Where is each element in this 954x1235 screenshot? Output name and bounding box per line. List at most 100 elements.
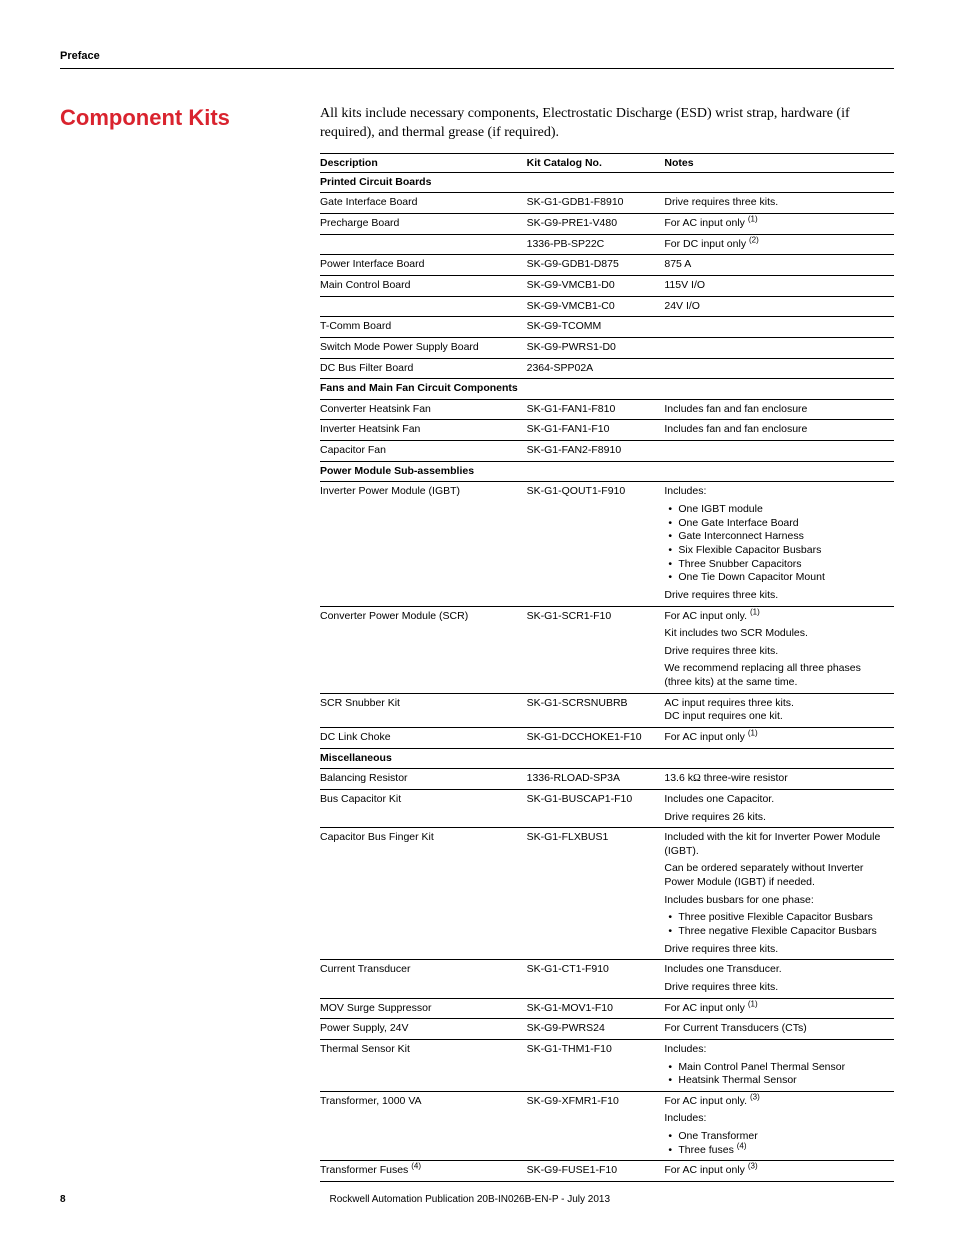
cell-notes: For Current Transducers (CTs) bbox=[664, 1019, 894, 1040]
table-section-header: Fans and Main Fan Circuit Components bbox=[320, 379, 894, 400]
cell-notes: For AC input only (1) bbox=[664, 214, 894, 235]
cell-notes: AC input requires three kits.DC input re… bbox=[664, 693, 894, 727]
table-section-header: Power Module Sub-assemblies bbox=[320, 461, 894, 482]
cell-notes: Drive requires three kits. bbox=[664, 193, 894, 214]
cell-description: Precharge Board bbox=[320, 214, 527, 235]
cell-description: Capacitor Fan bbox=[320, 441, 527, 462]
cell-catalog: 1336-RLOAD-SP3A bbox=[527, 769, 665, 790]
cell-notes: For AC input only (3) bbox=[664, 1161, 894, 1182]
table-row: Switch Mode Power Supply BoardSK-G9-PWRS… bbox=[320, 337, 894, 358]
cell-catalog: SK-G9-GDB1-D875 bbox=[527, 255, 665, 276]
table-row: MOV Surge SuppressorSK-G1-MOV1-F10For AC… bbox=[320, 998, 894, 1019]
table-row: Power Interface BoardSK-G9-GDB1-D875875 … bbox=[320, 255, 894, 276]
cell-notes bbox=[664, 441, 894, 462]
cell-catalog: SK-G1-QOUT1-F910 bbox=[527, 482, 665, 606]
cell-notes: 115V I/O bbox=[664, 275, 894, 296]
cell-catalog: SK-G1-CT1-F910 bbox=[527, 960, 665, 998]
cell-catalog: SK-G9-PWRS24 bbox=[527, 1019, 665, 1040]
cell-catalog: 2364-SPP02A bbox=[527, 358, 665, 379]
th-description: Description bbox=[320, 153, 527, 172]
cell-catalog: SK-G9-PWRS1-D0 bbox=[527, 337, 665, 358]
cell-description: MOV Surge Suppressor bbox=[320, 998, 527, 1019]
cell-description bbox=[320, 234, 527, 255]
cell-description: Switch Mode Power Supply Board bbox=[320, 337, 527, 358]
cell-catalog: SK-G1-SCR1-F10 bbox=[527, 606, 665, 693]
table-row: DC Link ChokeSK-G1-DCCHOKE1-F10For AC in… bbox=[320, 728, 894, 749]
table-row: Transformer Fuses (4)SK-G9-FUSE1-F10For … bbox=[320, 1161, 894, 1182]
cell-description: DC Bus Filter Board bbox=[320, 358, 527, 379]
cell-catalog: SK-G1-FAN1-F10 bbox=[527, 420, 665, 441]
cell-catalog: SK-G1-BUSCAP1-F10 bbox=[527, 789, 665, 827]
cell-catalog: SK-G1-SCRSNUBRB bbox=[527, 693, 665, 727]
cell-description: Inverter Power Module (IGBT) bbox=[320, 482, 527, 606]
cell-description: DC Link Choke bbox=[320, 728, 527, 749]
table-row: 1336-PB-SP22CFor DC input only (2) bbox=[320, 234, 894, 255]
table-row: Inverter Power Module (IGBT)SK-G1-QOUT1-… bbox=[320, 482, 894, 606]
publication-info: Rockwell Automation Publication 20B-IN02… bbox=[66, 1194, 874, 1205]
cell-catalog: SK-G1-THM1-F10 bbox=[527, 1039, 665, 1091]
cell-catalog: 1336-PB-SP22C bbox=[527, 234, 665, 255]
th-catalog: Kit Catalog No. bbox=[527, 153, 665, 172]
table-row: Gate Interface BoardSK-G1-GDB1-F8910Driv… bbox=[320, 193, 894, 214]
cell-catalog: SK-G1-MOV1-F10 bbox=[527, 998, 665, 1019]
cell-catalog: SK-G1-FLXBUS1 bbox=[527, 828, 665, 960]
cell-notes: For AC input only. (3)Includes:One Trans… bbox=[664, 1091, 894, 1161]
cell-catalog: SK-G1-FAN2-F8910 bbox=[527, 441, 665, 462]
table-row: SK-G9-VMCB1-C024V I/O bbox=[320, 296, 894, 317]
cell-notes bbox=[664, 358, 894, 379]
table-section-header: Miscellaneous bbox=[320, 748, 894, 769]
cell-notes: Includes:Main Control Panel Thermal Sens… bbox=[664, 1039, 894, 1091]
cell-description: Converter Power Module (SCR) bbox=[320, 606, 527, 693]
table-row: Balancing Resistor1336-RLOAD-SP3A13.6 kΩ… bbox=[320, 769, 894, 790]
cell-catalog: SK-G9-VMCB1-C0 bbox=[527, 296, 665, 317]
th-notes: Notes bbox=[664, 153, 894, 172]
cell-catalog: SK-G9-FUSE1-F10 bbox=[527, 1161, 665, 1182]
cell-catalog: SK-G9-PRE1-V480 bbox=[527, 214, 665, 235]
cell-notes: 13.6 kΩ three-wire resistor bbox=[664, 769, 894, 790]
cell-notes bbox=[664, 317, 894, 338]
preface-header: Preface bbox=[60, 50, 894, 62]
cell-catalog: SK-G9-VMCB1-D0 bbox=[527, 275, 665, 296]
cell-notes: 875 A bbox=[664, 255, 894, 276]
cell-catalog: SK-G1-FAN1-F810 bbox=[527, 399, 665, 420]
table-row: Transformer, 1000 VASK-G9-XFMR1-F10For A… bbox=[320, 1091, 894, 1161]
table-row: Converter Power Module (SCR)SK-G1-SCR1-F… bbox=[320, 606, 894, 693]
cell-notes: Included with the kit for Inverter Power… bbox=[664, 828, 894, 960]
cell-description: Power Supply, 24V bbox=[320, 1019, 527, 1040]
section-title: Component Kits bbox=[60, 105, 320, 131]
cell-notes: 24V I/O bbox=[664, 296, 894, 317]
cell-description: Thermal Sensor Kit bbox=[320, 1039, 527, 1091]
page-footer: 8 Rockwell Automation Publication 20B-IN… bbox=[60, 1194, 894, 1205]
cell-notes: Includes fan and fan enclosure bbox=[664, 420, 894, 441]
cell-catalog: SK-G1-GDB1-F8910 bbox=[527, 193, 665, 214]
top-rule bbox=[60, 68, 894, 69]
table-row: Converter Heatsink FanSK-G1-FAN1-F810Inc… bbox=[320, 399, 894, 420]
cell-notes: Includes fan and fan enclosure bbox=[664, 399, 894, 420]
cell-notes: Includes one Capacitor.Drive requires 26… bbox=[664, 789, 894, 827]
table-row: Capacitor Bus Finger KitSK-G1-FLXBUS1Inc… bbox=[320, 828, 894, 960]
table-row: Bus Capacitor KitSK-G1-BUSCAP1-F10Includ… bbox=[320, 789, 894, 827]
table-row: Main Control BoardSK-G9-VMCB1-D0115V I/O bbox=[320, 275, 894, 296]
cell-description bbox=[320, 296, 527, 317]
cell-description: Capacitor Bus Finger Kit bbox=[320, 828, 527, 960]
cell-description: T-Comm Board bbox=[320, 317, 527, 338]
table-row: Thermal Sensor KitSK-G1-THM1-F10Includes… bbox=[320, 1039, 894, 1091]
table-row: Precharge BoardSK-G9-PRE1-V480For AC inp… bbox=[320, 214, 894, 235]
cell-description: Transformer Fuses (4) bbox=[320, 1161, 527, 1182]
table-row: Inverter Heatsink FanSK-G1-FAN1-F10Inclu… bbox=[320, 420, 894, 441]
table-row: DC Bus Filter Board2364-SPP02A bbox=[320, 358, 894, 379]
cell-description: Current Transducer bbox=[320, 960, 527, 998]
component-kits-table: Description Kit Catalog No. Notes Printe… bbox=[320, 153, 894, 1182]
cell-description: Transformer, 1000 VA bbox=[320, 1091, 527, 1161]
cell-notes: For AC input only (1) bbox=[664, 998, 894, 1019]
table-section-header: Printed Circuit Boards bbox=[320, 172, 894, 193]
cell-catalog: SK-G9-TCOMM bbox=[527, 317, 665, 338]
cell-description: Converter Heatsink Fan bbox=[320, 399, 527, 420]
cell-notes: For AC input only. (1)Kit includes two S… bbox=[664, 606, 894, 693]
table-row: SCR Snubber KitSK-G1-SCRSNUBRBAC input r… bbox=[320, 693, 894, 727]
cell-description: Power Interface Board bbox=[320, 255, 527, 276]
cell-notes: For AC input only (1) bbox=[664, 728, 894, 749]
cell-description: Bus Capacitor Kit bbox=[320, 789, 527, 827]
cell-catalog: SK-G9-XFMR1-F10 bbox=[527, 1091, 665, 1161]
cell-description: Balancing Resistor bbox=[320, 769, 527, 790]
